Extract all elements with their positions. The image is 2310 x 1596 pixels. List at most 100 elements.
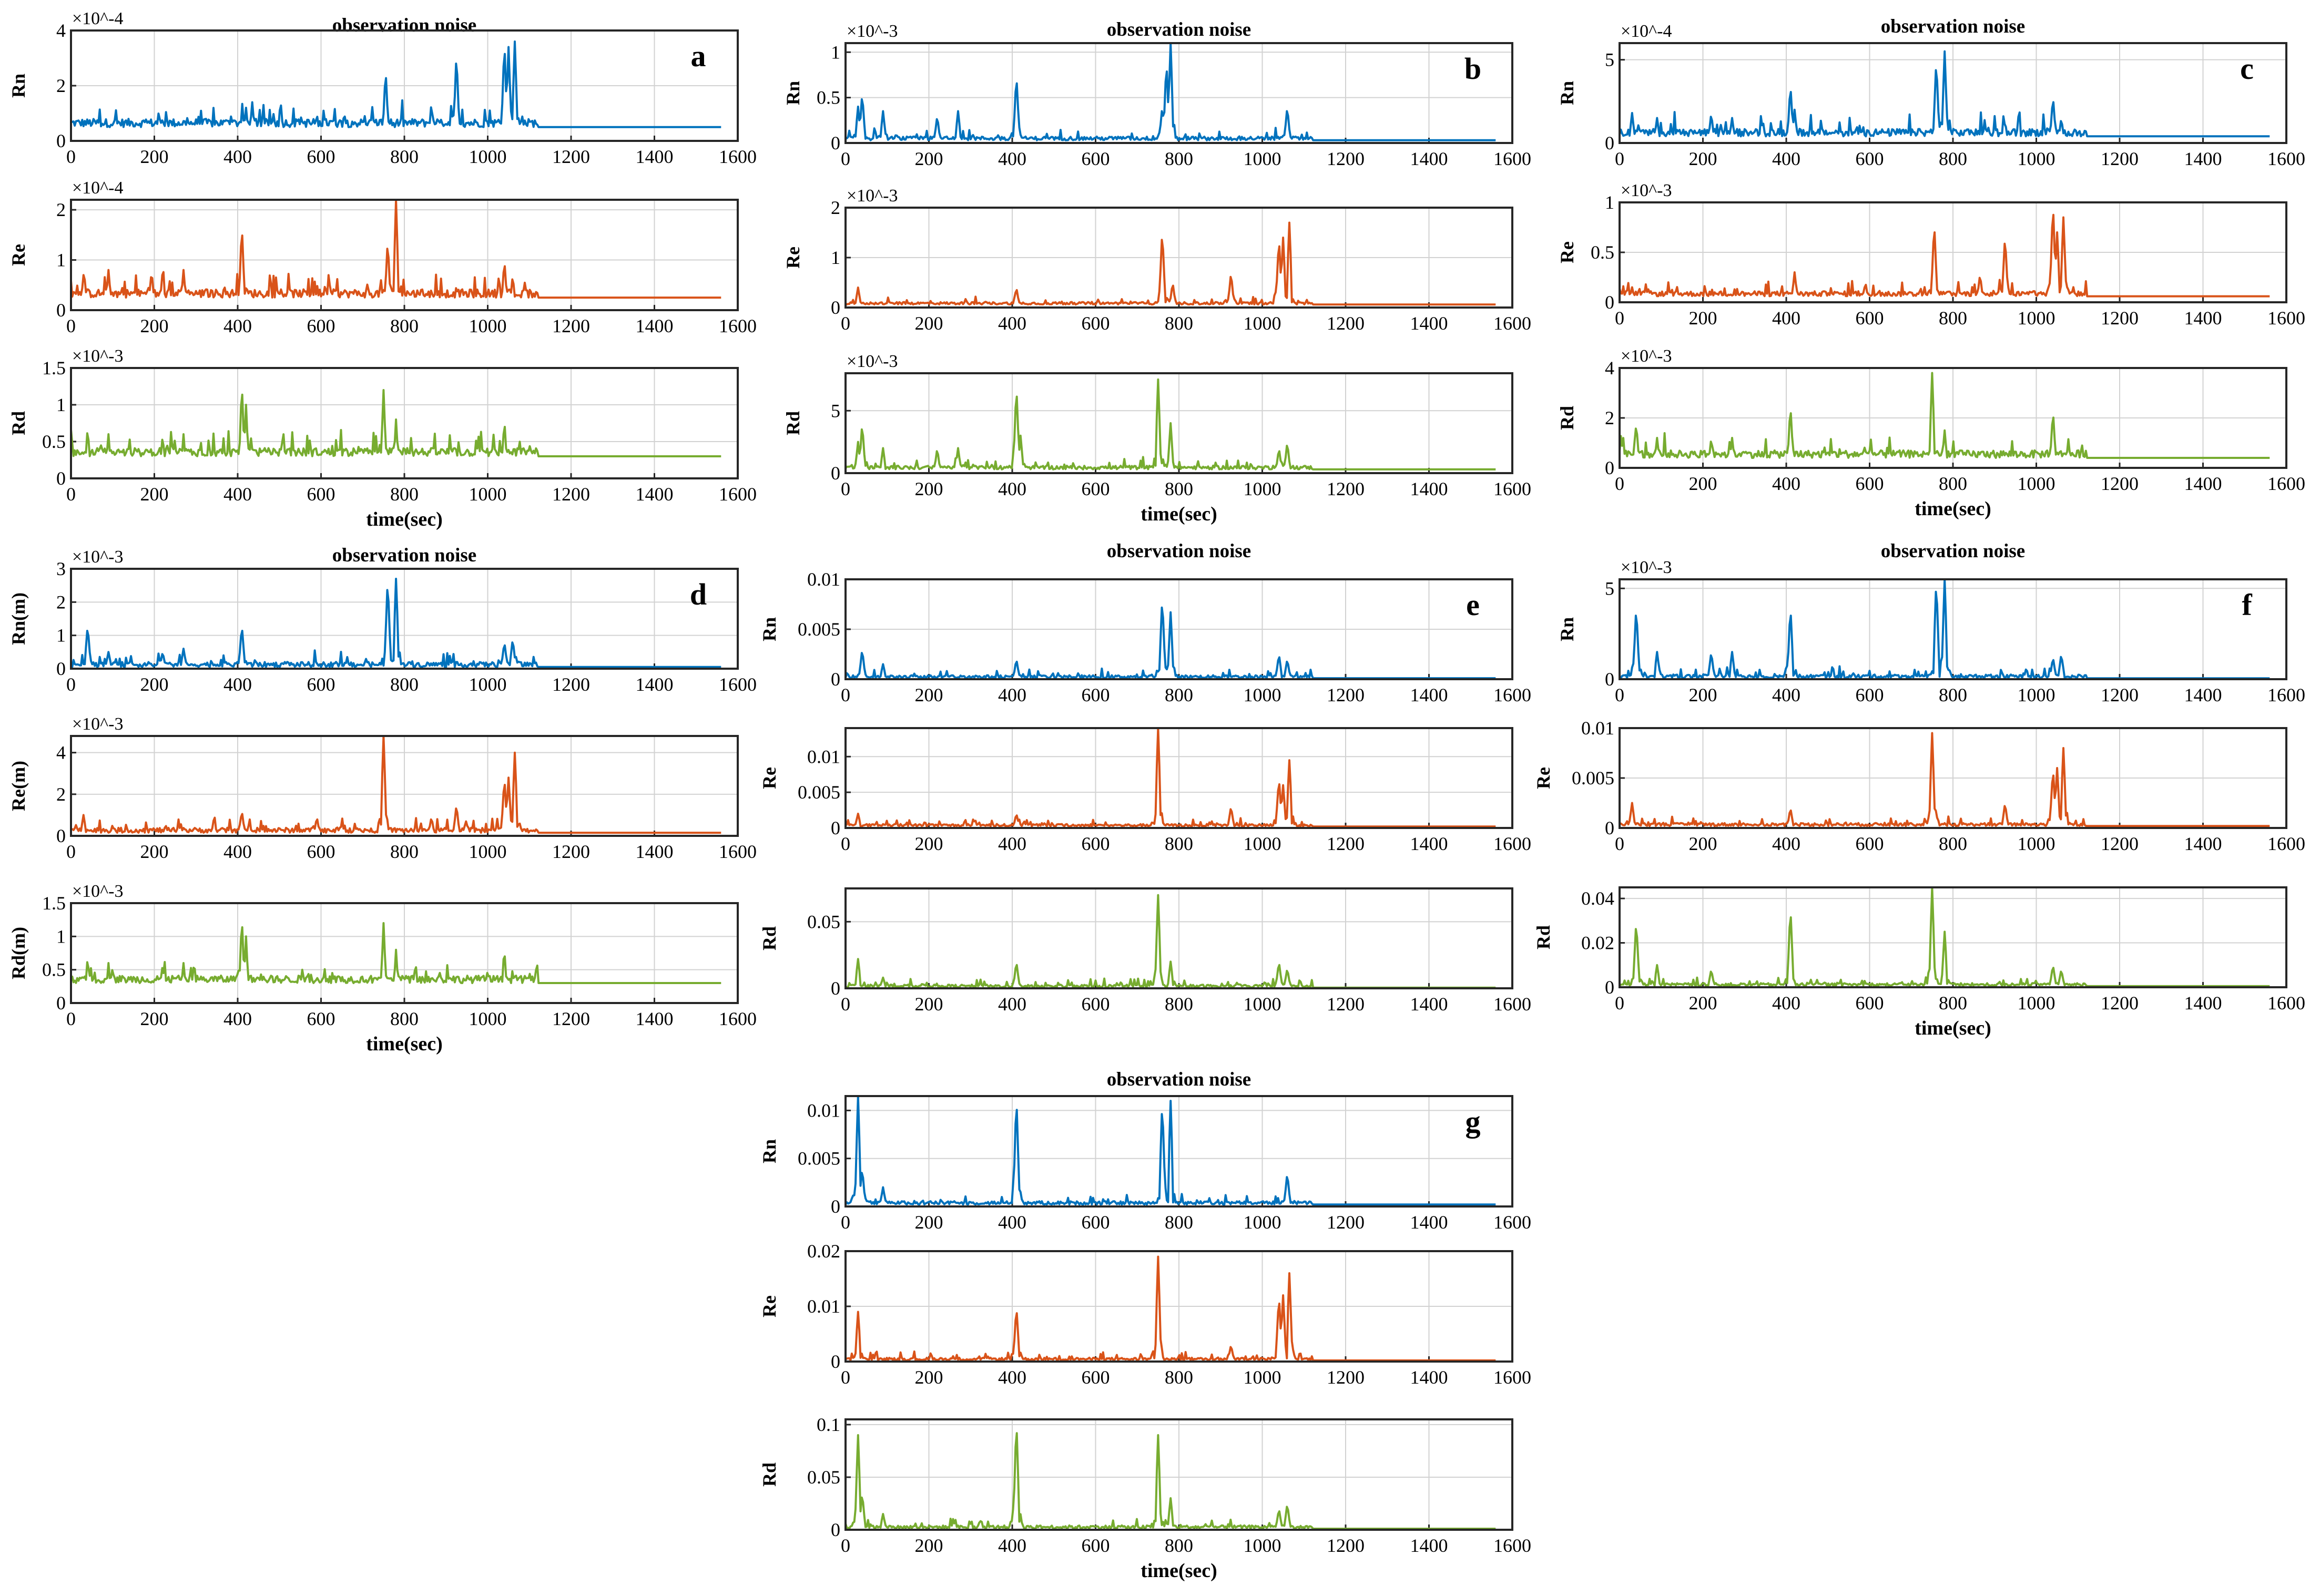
y-tick-label: 0 [1605,817,1614,838]
x-tick-label: 1200 [2101,684,2139,705]
x-tick-label: 1400 [636,315,674,336]
x-tick-label: 800 [390,674,419,695]
x-tick-label: 1600 [1493,1212,1531,1233]
x-tick-label: 0 [1615,833,1624,854]
axes-frame [844,372,1513,474]
series-line-rn [70,40,721,128]
x-tick-label: 200 [915,1535,943,1556]
x-tick-label: 400 [223,1008,252,1029]
x-tick-label: 1200 [1327,994,1365,1015]
y-tick-label: 0.02 [1581,933,1614,954]
y-tick-label: 0 [56,300,66,321]
y-axis-label: Rn [759,1139,780,1163]
subplot-re: 0 200 400 600 800 1000 1200 1400 1600 0 0.005 0.01 R… [1533,718,2305,854]
x-tick-label: 800 [390,841,419,862]
x-tick-label: 0 [841,1367,850,1388]
y-tick-label: 4 [1605,357,1614,378]
y-tick-label: 0 [56,658,66,679]
x-tick-label: 600 [1856,148,1884,169]
y-tick-label: 1.5 [42,893,66,914]
x-tick-label: 1600 [1493,994,1531,1015]
x-tick-label: 1600 [1493,148,1531,169]
exponent-label: ×10^-3 [72,547,123,567]
x-tick-label: 1600 [1493,833,1531,854]
x-tick-label: 0 [841,313,850,334]
x-tick-label: 1200 [552,146,590,167]
x-tick-label: 1000 [469,841,507,862]
x-tick-label: 1200 [552,315,590,336]
panel-title: observation noise [332,545,476,566]
series-line-rn [846,42,1496,141]
subplot-rd: 0 200 400 600 800 1000 1200 1400 1600 0 0.5 1 1.5 Rd(… [8,882,757,1029]
y-tick-label: 0 [831,463,840,484]
x-tick-label: 400 [998,1212,1026,1233]
x-tick-label: 1400 [2184,308,2222,329]
y-axis-label: Rd [1556,406,1578,430]
x-tick-label: 1000 [1244,1535,1281,1556]
y-tick-label: 1 [56,394,66,415]
x-tick-label: 1200 [552,1008,590,1029]
y-axis-label: Rn [1556,81,1578,105]
subplot-rn: 0 200 400 600 800 1000 1200 1400 1600 0 1 2 3 Rn(m) ×1… [8,547,757,695]
x-tick-label: 200 [915,994,943,1015]
x-tick-label: 1600 [1493,1535,1531,1556]
y-tick-label: 1 [831,42,840,63]
x-tick-label: 1600 [2267,308,2305,329]
y-axis-label: Rd [759,1462,780,1487]
y-tick-label: 0 [56,825,66,846]
y-tick-label: 5 [1605,578,1614,599]
exponent-label: ×10^-3 [72,714,123,734]
axes-frame [70,568,739,670]
x-tick-label: 1400 [636,1008,674,1029]
x-tick-label: 600 [1082,684,1110,705]
exponent-label: ×10^-3 [847,352,898,371]
axes-frame [1619,201,2287,303]
x-tick-label: 1400 [636,484,674,505]
x-tick-label: 400 [998,994,1026,1015]
x-tick-label: 600 [1082,994,1110,1015]
y-axis-label: Re [1533,767,1554,789]
panel-g: observation noise 0 200 400 600 800 1000 1200 14… [759,1069,1531,1582]
y-tick-label: 1 [1605,192,1614,213]
exponent-label: ×10^-3 [72,882,123,901]
x-tick-label: 400 [998,313,1026,334]
x-tick-label: 0 [841,1535,850,1556]
x-tick-label: 1200 [1327,1367,1365,1388]
x-tick-label: 400 [998,478,1026,499]
x-axis-label: time(sec) [1141,503,1217,525]
x-tick-label: 200 [140,841,169,862]
panel-f: observation noise 0 200 400 600 800 1000 1200 14… [1533,540,2305,1039]
series-line-rn [1619,578,2270,680]
x-tick-label: 200 [1689,148,1717,169]
x-tick-label: 1200 [1327,684,1365,705]
axes-frame [70,367,739,479]
x-tick-label: 1600 [719,146,757,167]
y-axis-label: Rd [1533,925,1554,949]
panel-letter: e [1466,588,1480,622]
x-tick-label: 600 [1082,1535,1110,1556]
axes-frame [1619,886,2287,988]
exponent-label: ×10^-3 [72,346,123,366]
x-tick-label: 1200 [2101,473,2139,494]
y-tick-label: 0 [1605,132,1614,154]
x-tick-label: 800 [1939,684,1967,705]
y-tick-label: 0 [831,1196,840,1217]
subplot-rd: 0 200 400 600 800 1000 1200 1400 1600 0 5 Rd ×10^-3 [782,352,1531,499]
y-tick-label: 0.05 [807,911,840,932]
y-tick-label: 0.01 [807,1100,840,1121]
y-tick-label: 0.5 [42,431,66,452]
panel-e: observation noise 0 200 400 600 800 1000 1200 14… [759,540,1531,1015]
x-tick-label: 0 [66,674,76,695]
panel-title: observation noise [1107,19,1251,40]
x-tick-label: 1600 [2267,993,2305,1014]
y-tick-label: 5 [1605,49,1614,70]
x-tick-label: 800 [390,484,419,505]
series-line-rd [845,894,1496,989]
subplot-rd: 0 200 400 600 800 1000 1200 1400 1600 0 2 4 Rd ×10^-3 [1556,346,2305,494]
x-tick-label: 0 [1615,993,1624,1014]
y-tick-label: 0.005 [1572,768,1614,789]
x-tick-label: 1200 [1327,1535,1365,1556]
series-line-re [70,735,721,834]
